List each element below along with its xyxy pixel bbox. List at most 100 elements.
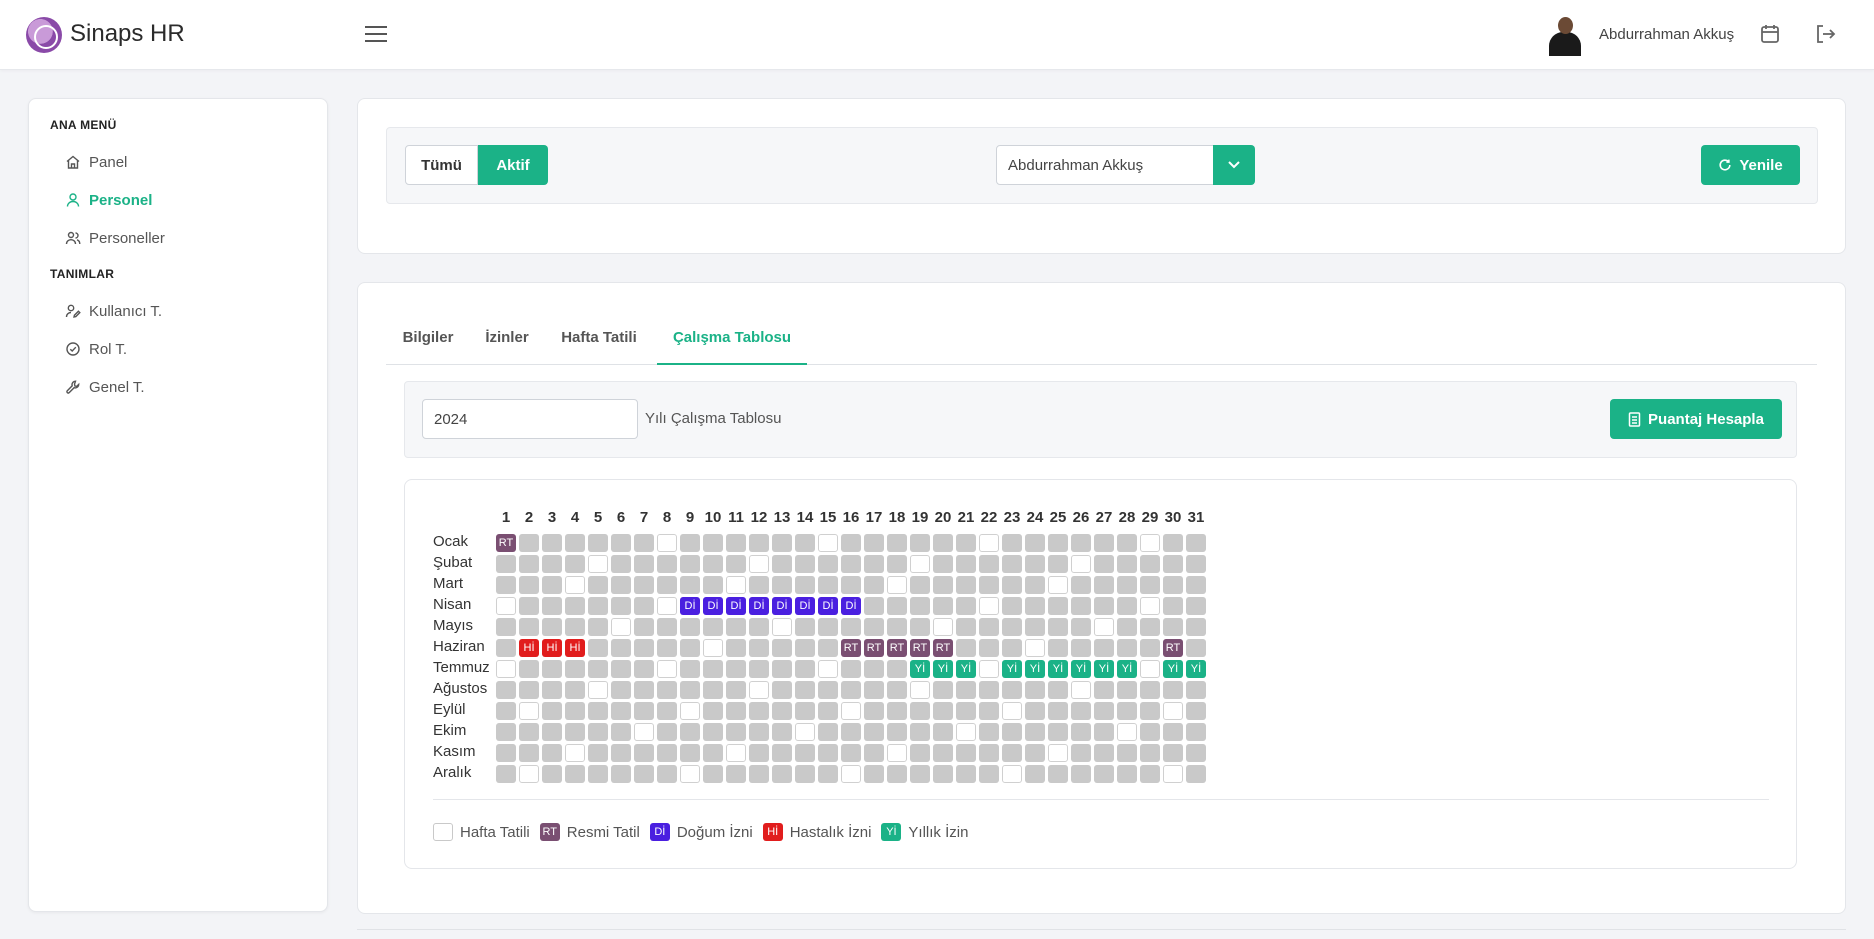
day-cell[interactable] [887, 681, 907, 699]
day-cell[interactable] [565, 597, 585, 615]
day-cell[interactable] [1048, 618, 1068, 636]
day-cell[interactable] [588, 618, 608, 636]
day-cell[interactable] [1117, 534, 1137, 552]
day-cell[interactable] [979, 576, 999, 594]
day-cell[interactable] [933, 702, 953, 720]
day-cell[interactable] [1094, 681, 1114, 699]
day-cell-weekly-holiday[interactable] [657, 534, 677, 552]
day-cell[interactable] [887, 702, 907, 720]
day-cell-event[interactable]: Dİ [680, 597, 700, 615]
day-cell[interactable] [795, 555, 815, 573]
day-cell[interactable] [1002, 681, 1022, 699]
day-cell-weekly-holiday[interactable] [772, 618, 792, 636]
day-cell[interactable] [611, 765, 631, 783]
day-cell-weekly-holiday[interactable] [588, 681, 608, 699]
day-cell[interactable] [1048, 639, 1068, 657]
day-cell-weekly-holiday[interactable] [657, 660, 677, 678]
day-cell-weekly-holiday[interactable] [1140, 660, 1160, 678]
day-cell[interactable] [1163, 597, 1183, 615]
day-cell[interactable] [864, 555, 884, 573]
day-cell[interactable] [1002, 576, 1022, 594]
day-cell-weekly-holiday[interactable] [979, 597, 999, 615]
day-cell[interactable] [1002, 534, 1022, 552]
day-cell[interactable] [749, 534, 769, 552]
day-cell[interactable] [956, 765, 976, 783]
day-cell[interactable] [519, 660, 539, 678]
day-cell[interactable] [864, 723, 884, 741]
day-cell[interactable] [542, 534, 562, 552]
day-cell-weekly-holiday[interactable] [1002, 765, 1022, 783]
day-cell[interactable] [841, 660, 861, 678]
day-cell[interactable] [496, 723, 516, 741]
day-cell[interactable] [611, 555, 631, 573]
day-cell[interactable] [542, 555, 562, 573]
day-cell[interactable] [933, 723, 953, 741]
day-cell[interactable] [634, 618, 654, 636]
day-cell[interactable] [1163, 534, 1183, 552]
day-cell[interactable] [588, 534, 608, 552]
day-cell[interactable] [1186, 639, 1206, 657]
day-cell[interactable] [864, 702, 884, 720]
day-cell[interactable] [1140, 639, 1160, 657]
day-cell[interactable] [1140, 702, 1160, 720]
day-cell[interactable] [772, 765, 792, 783]
day-cell[interactable] [1025, 702, 1045, 720]
day-cell[interactable] [818, 576, 838, 594]
refresh-button[interactable]: Yenile [1701, 145, 1800, 185]
day-cell[interactable] [864, 765, 884, 783]
day-cell[interactable] [956, 534, 976, 552]
day-cell[interactable] [979, 702, 999, 720]
day-cell[interactable] [611, 597, 631, 615]
day-cell[interactable] [726, 639, 746, 657]
day-cell[interactable] [795, 534, 815, 552]
day-cell[interactable] [979, 744, 999, 762]
day-cell-weekly-holiday[interactable] [1163, 702, 1183, 720]
day-cell[interactable] [1048, 534, 1068, 552]
day-cell[interactable] [887, 555, 907, 573]
day-cell[interactable] [1186, 534, 1206, 552]
day-cell[interactable] [887, 597, 907, 615]
day-cell-weekly-holiday[interactable] [841, 702, 861, 720]
day-cell[interactable] [841, 681, 861, 699]
sidebar-item-panel[interactable]: Panel [65, 150, 127, 174]
day-cell[interactable] [703, 576, 723, 594]
day-cell[interactable] [611, 534, 631, 552]
day-cell[interactable] [634, 681, 654, 699]
day-cell[interactable] [588, 639, 608, 657]
day-cell[interactable] [956, 618, 976, 636]
day-cell[interactable] [1071, 597, 1091, 615]
day-cell[interactable] [1163, 744, 1183, 762]
day-cell[interactable] [726, 723, 746, 741]
day-cell[interactable] [703, 681, 723, 699]
day-cell[interactable] [933, 576, 953, 594]
day-cell[interactable] [818, 618, 838, 636]
day-cell[interactable] [1140, 576, 1160, 594]
day-cell[interactable] [496, 576, 516, 594]
day-cell[interactable] [1163, 555, 1183, 573]
day-cell[interactable] [979, 639, 999, 657]
day-cell[interactable] [1071, 765, 1091, 783]
day-cell[interactable] [542, 576, 562, 594]
day-cell-event[interactable]: Yİ [1048, 660, 1068, 678]
day-cell[interactable] [910, 576, 930, 594]
day-cell-weekly-holiday[interactable] [680, 765, 700, 783]
day-cell[interactable] [1163, 681, 1183, 699]
day-cell[interactable] [933, 744, 953, 762]
day-cell[interactable] [611, 744, 631, 762]
day-cell[interactable] [910, 702, 930, 720]
day-cell[interactable] [611, 576, 631, 594]
day-cell[interactable] [864, 576, 884, 594]
tab-izinler[interactable]: İzinler [485, 329, 529, 346]
day-cell[interactable] [910, 534, 930, 552]
day-cell[interactable] [1186, 597, 1206, 615]
day-cell-weekly-holiday[interactable] [611, 618, 631, 636]
day-cell[interactable] [680, 660, 700, 678]
day-cell[interactable] [956, 555, 976, 573]
day-cell[interactable] [542, 618, 562, 636]
day-cell[interactable] [1002, 597, 1022, 615]
day-cell[interactable] [565, 534, 585, 552]
day-cell[interactable] [749, 723, 769, 741]
filter-all-button[interactable]: Tümü [405, 145, 478, 185]
day-cell[interactable] [565, 681, 585, 699]
day-cell-weekly-holiday[interactable] [657, 597, 677, 615]
